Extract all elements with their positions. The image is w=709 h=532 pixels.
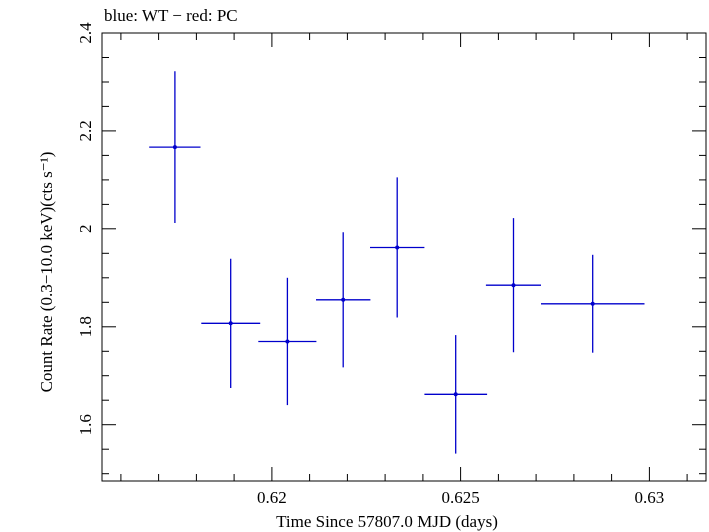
plot-frame (101, 32, 707, 482)
x-tick-label: 0.625 (441, 488, 479, 507)
data-series-wt (149, 71, 645, 454)
y-axis-tick-labels: 1.6 1.8 2 2.2 2.4 (76, 22, 95, 435)
data-point (541, 254, 645, 353)
x-axis-label: Time Since 57807.0 MJD (days) (276, 512, 498, 531)
y-tick-label: 2 (76, 225, 95, 234)
data-marker (228, 321, 233, 326)
y-tick-label: 2.4 (76, 22, 95, 44)
x-tick-label: 0.62 (257, 488, 287, 507)
data-point (258, 277, 317, 406)
y-axis-label: Count Rate (0.3−10.0 keV)(cts s⁻¹) (37, 152, 56, 393)
data-marker (511, 283, 516, 288)
y-axis-ticks (102, 32, 706, 475)
data-marker (590, 301, 595, 306)
data-marker (172, 145, 177, 150)
data-point (370, 177, 425, 318)
y-tick-label: 1.6 (76, 414, 95, 435)
x-axis-ticks (120, 33, 688, 481)
data-point (149, 71, 201, 223)
data-point (201, 258, 261, 388)
data-point (485, 218, 541, 353)
data-marker (285, 339, 290, 344)
y-tick-label: 1.8 (76, 316, 95, 337)
x-tick-label: 0.63 (635, 488, 665, 507)
x-axis-tick-labels: 0.62 0.625 0.63 (257, 488, 664, 507)
data-marker (341, 297, 346, 302)
y-tick-label: 2.2 (76, 120, 95, 141)
chart-title: blue: WT − red: PC (104, 6, 238, 25)
data-marker (395, 245, 400, 250)
data-point (316, 232, 371, 368)
data-point (424, 335, 488, 454)
data-marker (453, 392, 458, 397)
